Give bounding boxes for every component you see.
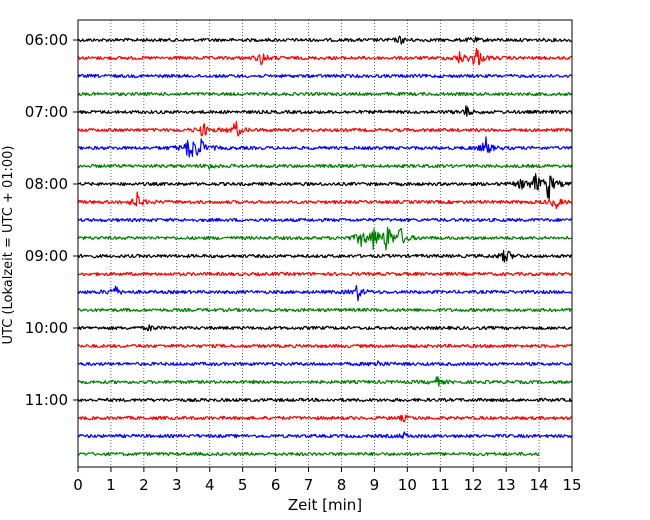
x-tick-label: 1 [106,476,116,494]
trace-line [77,48,572,66]
x-tick-label: 7 [304,476,314,494]
x-tick-label: 13 [497,476,516,494]
x-tick-label: 8 [337,476,347,494]
plot-frame [77,19,573,468]
trace-line [77,414,572,423]
x-tick-label: 9 [370,476,380,494]
trace-line [77,249,573,263]
trace-line [77,360,572,367]
x-tick-label: 12 [464,476,483,494]
trace-line [78,451,540,457]
y-axis-label: UTC (Lokalzeit = UTC + 01:00) [1,146,16,345]
trace-line [77,376,573,387]
trace-line [78,136,573,158]
trace-line [77,431,573,440]
vertical-grid [110,20,540,467]
trace-line [77,191,572,210]
x-tick-label: 10 [398,476,417,494]
trace-line [77,343,573,349]
x-tick-label: 15 [562,476,581,494]
x-axis-ticks: 0 1 2 3 4 5 6 7 8 9 10 11 12 13 14 15 [73,467,582,494]
y-tick-label: 07:00 [25,103,68,121]
trace-line [77,397,573,403]
x-tick-label: 3 [172,476,182,494]
x-tick-label: 4 [205,476,215,494]
trace-line [77,163,573,170]
y-tick-label: 09:00 [25,247,68,265]
x-tick-label: 0 [73,476,83,494]
y-tick-label: 08:00 [25,175,68,193]
y-axis-ticks: 06:00 07:00 08:00 09:00 10:00 11:00 [25,31,78,409]
trace-line [77,73,572,79]
trace-line [77,271,573,277]
trace-line [77,35,572,45]
trace-line [77,217,572,223]
trace-line [77,285,572,302]
x-tick-label: 14 [530,476,549,494]
traces-group [77,35,573,457]
x-tick-label: 5 [238,476,248,494]
trace-line [77,226,572,251]
trace-line [77,120,573,137]
trace-line [77,307,572,313]
x-tick-label: 2 [139,476,149,494]
y-tick-label: 11:00 [25,391,68,409]
y-tick-label: 06:00 [25,31,68,49]
trace-line [77,173,572,201]
trace-line [77,105,573,117]
y-tick-label: 10:00 [25,319,68,337]
trace-line [77,324,572,332]
trace-line [77,91,573,97]
x-tick-label: 11 [431,476,450,494]
x-tick-label: 6 [271,476,281,494]
x-axis-label: Zeit [min] [288,496,362,514]
